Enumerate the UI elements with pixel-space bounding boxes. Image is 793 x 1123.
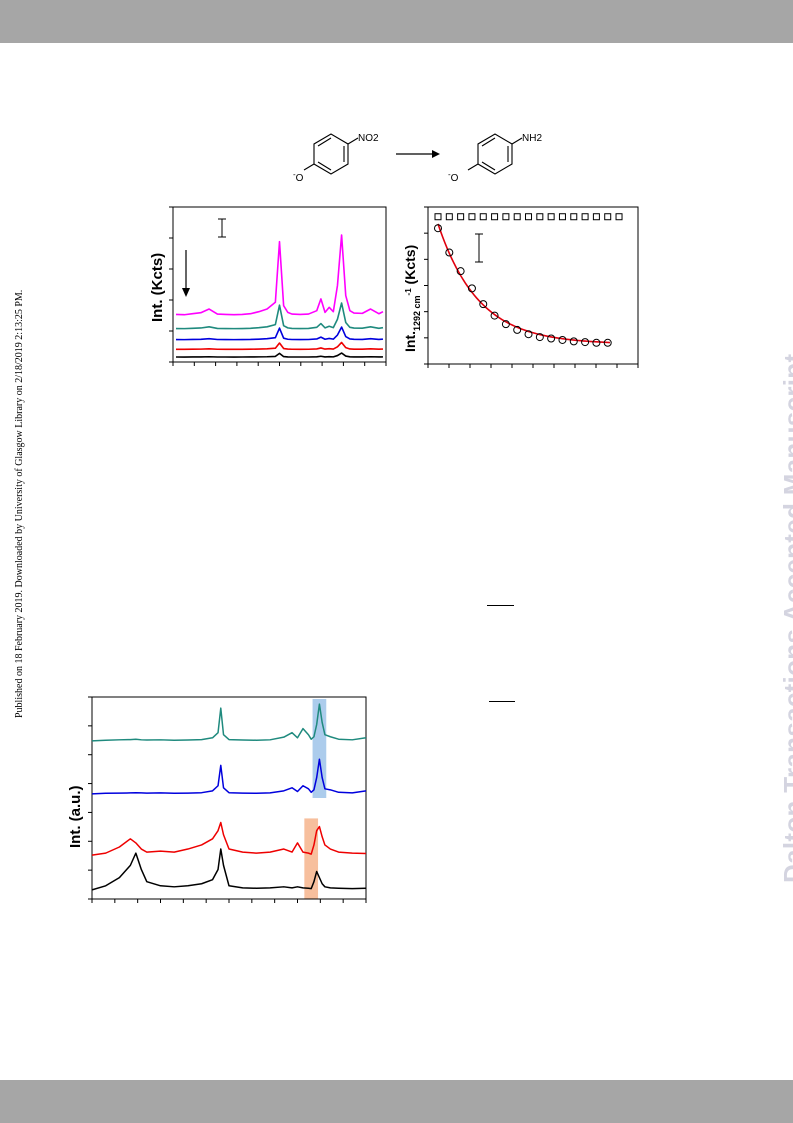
chart2-circle-point <box>490 311 499 320</box>
chart-spectra-comparison: Int. (a.u.) <box>67 696 367 903</box>
accepted-manuscript-watermark: Dalton Transactions Accepted Manuscript <box>778 353 793 883</box>
chart2-square-point <box>513 213 521 221</box>
chart3-series-line <box>91 848 367 891</box>
reaction-arrow <box>396 150 440 158</box>
chart1-series-line <box>175 302 384 330</box>
chart2-circle-point <box>479 300 488 309</box>
chart2-scale-bar <box>475 233 483 263</box>
chart-kinetics-scatter: Int.1292 cm-1 (Kcts) <box>402 206 639 368</box>
equation-fraction-bar-1 <box>487 605 514 606</box>
chart2-square-point <box>434 213 442 221</box>
chart2-square-point <box>525 213 533 221</box>
reactant-molecule <box>303 133 359 175</box>
publication-note: Published on 18 February 2019. Downloade… <box>14 289 25 718</box>
chart2-square-point <box>457 213 465 221</box>
product-oxygen-label: -O <box>448 170 459 184</box>
chart2-ylabel: Int.1292 cm-1 (Kcts) <box>402 245 422 352</box>
chart3-series <box>91 703 367 891</box>
chart1-series-line <box>175 234 384 316</box>
chart-spectra-time-series: Int. (Kcts) <box>149 206 387 366</box>
page-footer-bar <box>0 1080 793 1123</box>
chart3-series-line <box>91 703 367 742</box>
chart2-circle-point <box>467 284 476 293</box>
chart2-square-point <box>570 213 578 221</box>
chart2-circle-point <box>535 333 544 342</box>
product-amine-label: NH2 <box>522 133 542 144</box>
chart1-ticks <box>169 206 387 366</box>
chart3-ylabel: Int. (a.u.) <box>67 786 84 849</box>
chart2-square-point <box>547 213 555 221</box>
chart2-square-point <box>468 213 476 221</box>
chart2-square-point <box>558 213 566 221</box>
equation-fraction-bar-2 <box>489 701 515 702</box>
chart1-down-arrow <box>182 250 190 297</box>
chart2-square-point <box>502 213 510 221</box>
chart3-ticks <box>88 696 367 903</box>
chart1-ylabel: Int. (Kcts) <box>149 253 166 322</box>
chart2-square-point <box>604 213 612 221</box>
reactant-oxygen-label: -O <box>293 170 304 184</box>
chart2-circle-point <box>434 224 442 233</box>
chart3-series-line <box>91 758 367 795</box>
chart1-scale-bar <box>218 218 226 238</box>
chart2-square-point <box>592 213 600 221</box>
chart1-series-line <box>175 352 384 358</box>
chart2-circle-point <box>456 267 465 276</box>
reactant-nitro-label: NO2 <box>358 133 379 144</box>
chart2-circle-point <box>569 337 578 346</box>
reaction-scheme: NO2 -O NH2 -O <box>293 133 542 184</box>
chart2-circle-point <box>524 330 533 339</box>
chart2-ticks <box>424 206 639 368</box>
chart2-circle-point <box>603 338 612 347</box>
chart2-square-point <box>536 213 544 221</box>
chart2-square-point <box>479 213 487 221</box>
chart2-fit-curve <box>437 223 611 344</box>
chart2-circle-point <box>547 334 556 343</box>
chart1-series-line <box>175 326 384 341</box>
chart2-circle-point <box>513 325 522 334</box>
chart2-square-point <box>615 213 623 221</box>
chart2-series <box>434 213 623 347</box>
chart2-frame <box>427 206 639 365</box>
product-molecule <box>467 133 523 175</box>
chart2-circle-point <box>581 338 590 347</box>
chart3-series-line <box>91 821 367 856</box>
chart2-circle-point <box>592 338 601 347</box>
chart2-square-point <box>581 213 589 221</box>
chart2-square-point <box>491 213 499 221</box>
page-header-bar <box>0 0 793 43</box>
chart2-square-point <box>445 213 453 221</box>
chart2-circle-point <box>501 320 510 329</box>
chart2-circle-point <box>558 335 567 344</box>
chart2-circle-point <box>445 248 454 257</box>
chart1-series <box>175 234 384 358</box>
chart1-series-line <box>175 341 384 351</box>
